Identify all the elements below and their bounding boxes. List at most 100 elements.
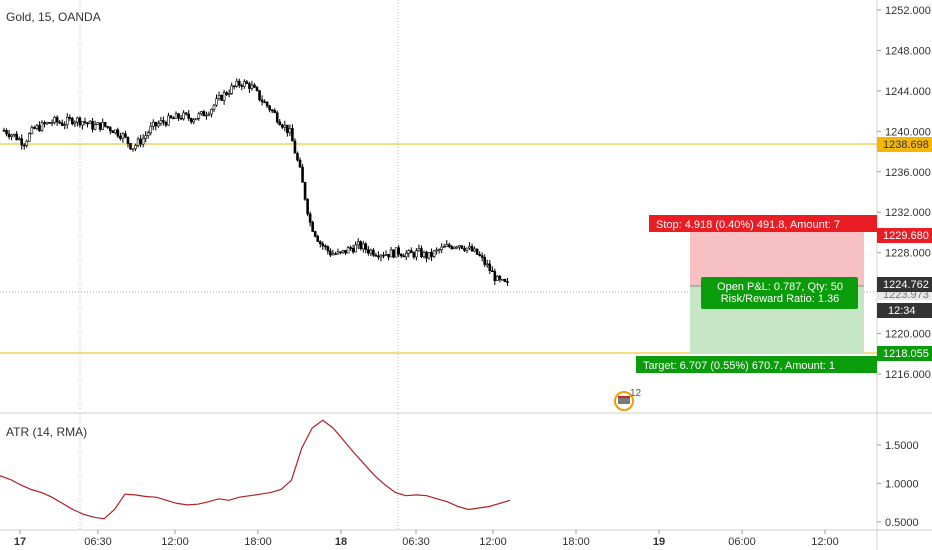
candle-body [329, 250, 332, 256]
time-tick-label: 18 [335, 536, 347, 548]
price-tick-label: 1232.000 [885, 207, 931, 219]
candle-body [129, 143, 132, 150]
candle-body [493, 271, 497, 281]
price-label-last: 1224.762 [877, 277, 932, 292]
candle-body [503, 279, 507, 282]
candle-body [157, 123, 160, 127]
candle-body [154, 121, 158, 127]
price-scale[interactable]: 1252.000 1248.000 1244.000 1240.000 1236.000… [877, 5, 931, 381]
candle-body [455, 246, 459, 249]
candle-body [192, 119, 196, 123]
candle-body [470, 246, 474, 252]
candle-body [311, 221, 314, 232]
candle-body [2, 130, 6, 132]
candle-body [243, 81, 246, 87]
candle-body [425, 251, 428, 259]
candle-body [172, 117, 175, 120]
candle-body [200, 111, 203, 115]
candle-body [258, 90, 261, 101]
candle-body [73, 121, 77, 125]
candle-body [468, 246, 471, 249]
candle-body [303, 182, 307, 200]
time-tick-label: 18:00 [562, 536, 590, 548]
candle-body [490, 270, 494, 272]
candle-body [253, 84, 256, 88]
time-tick-label: 18:00 [244, 536, 272, 548]
candle-body [169, 115, 173, 119]
candle-body [202, 111, 206, 117]
pnl-label[interactable]: Open P&L: 0.787, Qty: 50 Risk/Reward Rat… [701, 277, 858, 309]
candle-body [377, 255, 380, 258]
last-price-text: 1224.762 [883, 279, 929, 291]
candle-body [344, 249, 347, 254]
candle-body [417, 248, 421, 252]
candle-body [410, 250, 413, 253]
candle-body [278, 121, 282, 126]
time-scale[interactable]: 17 06:30 12:00 18:00 18 06:30 12:00 18:00 19 06:0… [14, 530, 839, 548]
stop-zone[interactable] [690, 231, 864, 286]
candle-body [40, 122, 44, 132]
candle-body [263, 101, 266, 104]
candle-body [394, 247, 398, 258]
price-tick-label: 1244.000 [885, 86, 931, 98]
candle-body [293, 140, 297, 154]
candle-body [205, 114, 208, 117]
price-tick-label: 1240.000 [885, 126, 931, 138]
candle-body [114, 129, 117, 134]
candle-body [460, 245, 464, 249]
candle-body [240, 85, 244, 87]
candle-body [164, 122, 168, 126]
candle-body [435, 249, 438, 252]
economic-event-icon[interactable]: 12 [614, 388, 642, 411]
candle-body [286, 124, 289, 134]
target-label-text: Target: 6.707 (0.55%) 670.7, Amount: 1 [643, 360, 835, 372]
candle-body [475, 248, 479, 255]
candle-body [88, 120, 92, 125]
candle-body [346, 247, 350, 254]
candle-body [50, 122, 54, 124]
atr-scale[interactable]: 1.5000 1.0000 0.5000 [877, 440, 919, 529]
price-tick-label: 1252.000 [885, 5, 931, 17]
atr-title: ATR (14, RMA) [6, 425, 87, 439]
candle-body [210, 109, 213, 115]
candle-body [131, 148, 135, 151]
pnl-label-text: Open P&L: 0.787, Qty: 50 [717, 281, 843, 293]
candle-body [404, 253, 408, 258]
time-tick-label: 12:00 [161, 536, 189, 548]
candle-body [331, 253, 335, 256]
candle-body [78, 117, 82, 126]
grid-vertical [79, 0, 399, 410]
candle-body [27, 133, 31, 142]
target-label[interactable]: Target: 6.707 (0.55%) 670.7, Amount: 1 [636, 356, 877, 373]
candle-body [453, 246, 456, 249]
time-tick-label: 12:00 [811, 536, 839, 548]
candle-body [432, 250, 436, 257]
candle-body [450, 246, 454, 249]
candle-body [121, 133, 125, 139]
candle-body [280, 124, 284, 128]
candle-body [146, 132, 150, 136]
atr-line [0, 419, 511, 520]
candle-body [445, 244, 449, 247]
candle-body [506, 281, 509, 283]
atr-tick-label: 0.5000 [885, 517, 919, 529]
candle-body [227, 93, 231, 95]
candle-body [361, 243, 365, 250]
candle-body [336, 251, 340, 255]
candle-body [265, 101, 269, 107]
stop-label[interactable]: Stop: 4.918 (0.40%) 491.8, Amount: 7 [649, 215, 877, 232]
candle-body [463, 248, 466, 251]
candle-body [58, 121, 61, 124]
candle-body [268, 105, 271, 111]
candle-body [237, 80, 241, 86]
price-tick-label: 1216.000 [885, 369, 931, 381]
candle-body [501, 279, 504, 281]
price-tick-label: 1248.000 [885, 45, 931, 57]
candle-body [184, 112, 188, 115]
candle-body [496, 275, 499, 281]
candle-body [60, 122, 64, 126]
candle-body [30, 126, 34, 134]
candle-body [384, 254, 388, 256]
candle-body [93, 124, 97, 130]
